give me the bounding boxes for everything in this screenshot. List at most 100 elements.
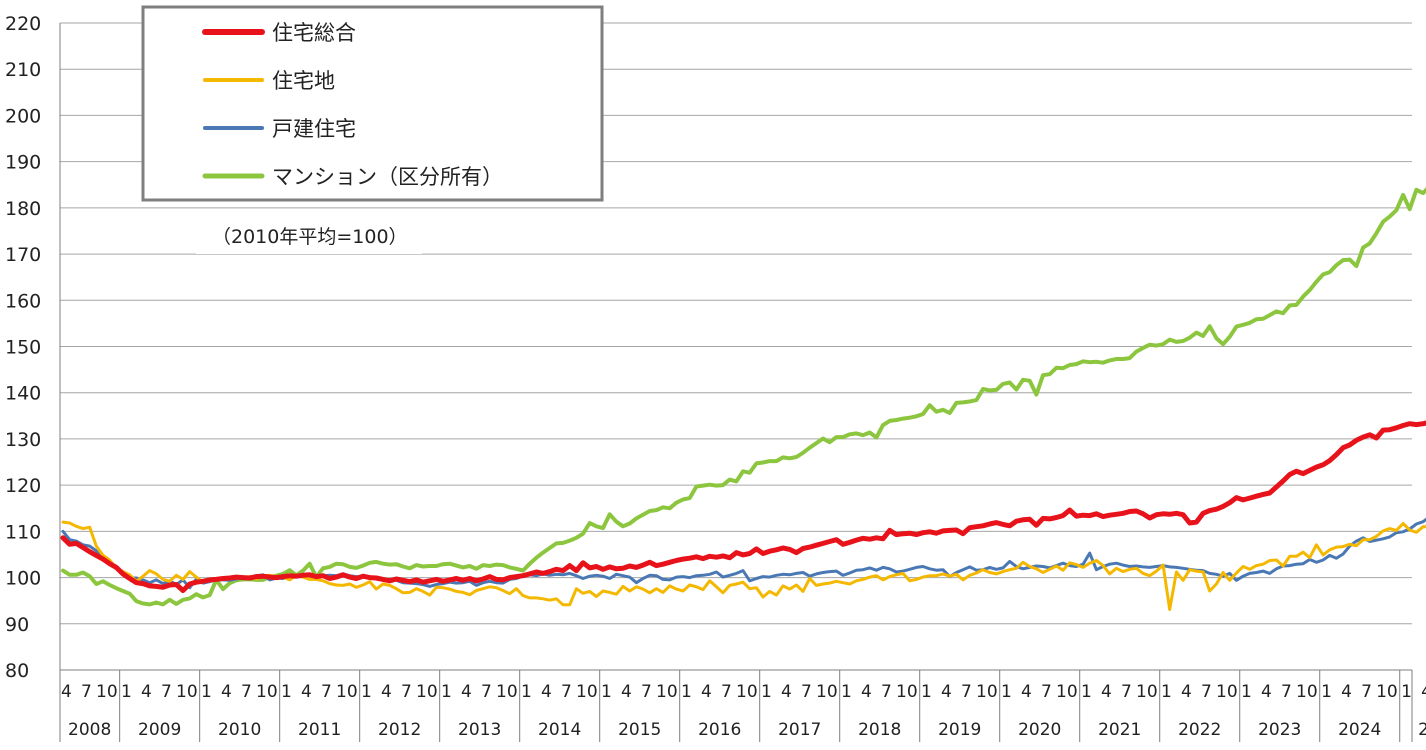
x-month-tick-label: 4 — [1181, 682, 1192, 702]
x-month-tick-label: 1 — [841, 682, 852, 702]
x-month-tick-label: 1 — [361, 682, 372, 702]
x-month-tick-label: 1 — [1161, 682, 1172, 702]
x-month-tick-label: 4 — [461, 682, 472, 702]
y-tick-label: 110 — [5, 521, 41, 543]
x-month-tick-label: 10 — [96, 682, 118, 702]
x-year-label: 2015 — [618, 720, 661, 740]
x-month-tick-label: 4 — [141, 682, 152, 702]
x-year-label: 2014 — [538, 720, 581, 740]
x-month-tick-label: 7 — [641, 682, 652, 702]
legend-label: 住宅総合 — [272, 21, 356, 45]
x-month-tick-label: 7 — [1361, 682, 1372, 702]
x-month-tick-label: 10 — [736, 682, 758, 702]
note-background — [196, 214, 422, 254]
x-year-label: 2008 — [68, 720, 111, 740]
x-year-label: 2025 — [1418, 720, 1426, 740]
y-tick-label: 150 — [5, 337, 41, 359]
x-month-tick-label: 7 — [321, 682, 332, 702]
y-tick-label: 90 — [5, 614, 29, 636]
y-tick-label: 220 — [5, 13, 41, 35]
y-tick-label: 100 — [5, 568, 41, 590]
y-tick-label: 80 — [5, 660, 29, 682]
x-month-tick-label: 10 — [1376, 682, 1398, 702]
x-month-tick-label: 4 — [701, 682, 712, 702]
x-month-tick-label: 10 — [1136, 682, 1158, 702]
x-month-tick-label: 7 — [561, 682, 572, 702]
x-year-label: 2018 — [858, 720, 901, 740]
x-month-tick-label: 1 — [121, 682, 132, 702]
x-month-tick-label: 10 — [1056, 682, 1078, 702]
y-tick-label: 160 — [5, 290, 41, 312]
x-month-tick-label: 1 — [1321, 682, 1332, 702]
series-line — [60, 420, 1426, 593]
x-year-label: 2016 — [698, 720, 741, 740]
x-month-tick-label: 1 — [441, 682, 452, 702]
series-line — [61, 520, 1426, 611]
note-label-group: （2010年平均=100） — [196, 214, 422, 254]
x-year-label: 2023 — [1258, 720, 1301, 740]
x-month-tick-label: 4 — [1021, 682, 1032, 702]
x-month-tick-label: 4 — [1101, 682, 1112, 702]
x-year-label: 2019 — [938, 720, 981, 740]
y-axis: 80 90 100 110 120 130 140 150 160 170 180 190 200 210… — [5, 13, 61, 682]
y-tick-label: 140 — [5, 383, 41, 405]
x-year-label: 2013 — [458, 720, 501, 740]
x-month-tick-label: 1 — [201, 682, 212, 702]
x-month-tick-label: 1 — [761, 682, 772, 702]
y-tick-label: 180 — [5, 198, 41, 220]
x-month-tick-label: 10 — [496, 682, 518, 702]
x-month-tick-label: 1 — [1241, 682, 1252, 702]
x-month-tick-label: 7 — [481, 682, 492, 702]
x-month-tick-label: 4 — [941, 682, 952, 702]
x-month-tick-label: 4 — [1341, 682, 1352, 702]
x-month-tick-label: 10 — [1216, 682, 1238, 702]
x-year-label: 2020 — [1018, 720, 1061, 740]
y-tick-label: 120 — [5, 475, 41, 497]
x-month-tick-label: 4 — [621, 682, 632, 702]
x-month-tick-label: 7 — [1041, 682, 1052, 702]
x-month-tick-label: 10 — [416, 682, 438, 702]
x-month-tick-label: 7 — [881, 682, 892, 702]
x-month-tick-label: 7 — [401, 682, 412, 702]
x-month-tick-label: 1 — [1081, 682, 1092, 702]
x-month-tick-label: 7 — [1121, 682, 1132, 702]
x-month-tick-label: 4 — [781, 682, 792, 702]
x-month-tick-label: 4 — [221, 682, 232, 702]
legend-box — [141, 5, 604, 202]
x-month-tick-label: 7 — [1201, 682, 1212, 702]
x-month-tick-label: 1 — [1001, 682, 1012, 702]
x-month-tick-label: 10 — [176, 682, 198, 702]
y-tick-label: 200 — [5, 105, 41, 127]
x-month-tick-label: 4 — [381, 682, 392, 702]
x-year-label: 2022 — [1178, 720, 1221, 740]
x-month-tick-label: 10 — [256, 682, 278, 702]
x-month-tick-label: 10 — [896, 682, 918, 702]
x-month-tick-label: 1 — [681, 682, 692, 702]
y-tick-label: 130 — [5, 429, 41, 451]
x-month-tick-label: 7 — [961, 682, 972, 702]
x-year-label: 2009 — [138, 720, 181, 740]
x-month-tick-label: 7 — [721, 682, 732, 702]
x-month-tick-label: 4 — [1261, 682, 1272, 702]
series-lines — [60, 187, 1426, 611]
legend-label: マンション（区分所有） — [272, 165, 503, 189]
x-year-label: 2011 — [298, 720, 341, 740]
y-tick-label: 190 — [5, 152, 41, 174]
y-tick-label: 170 — [5, 244, 41, 266]
x-year-label: 2012 — [378, 720, 421, 740]
x-year-label: 2017 — [778, 720, 821, 740]
x-month-tick-label: 7 — [801, 682, 812, 702]
x-month-tick-label: 7 — [241, 682, 252, 702]
x-month-tick-label: 1 — [521, 682, 532, 702]
index-base-note: （2010年平均=100） — [212, 226, 408, 248]
legend-label: 戸建住宅 — [272, 117, 356, 141]
x-month-tick-label: 1 — [921, 682, 932, 702]
x-month-tick-label: 4 — [861, 682, 872, 702]
x-month-tick-label: 4 — [301, 682, 312, 702]
x-month-tick-label: 10 — [656, 682, 678, 702]
series-line — [61, 187, 1426, 607]
x-month-tick-label: 10 — [1296, 682, 1318, 702]
